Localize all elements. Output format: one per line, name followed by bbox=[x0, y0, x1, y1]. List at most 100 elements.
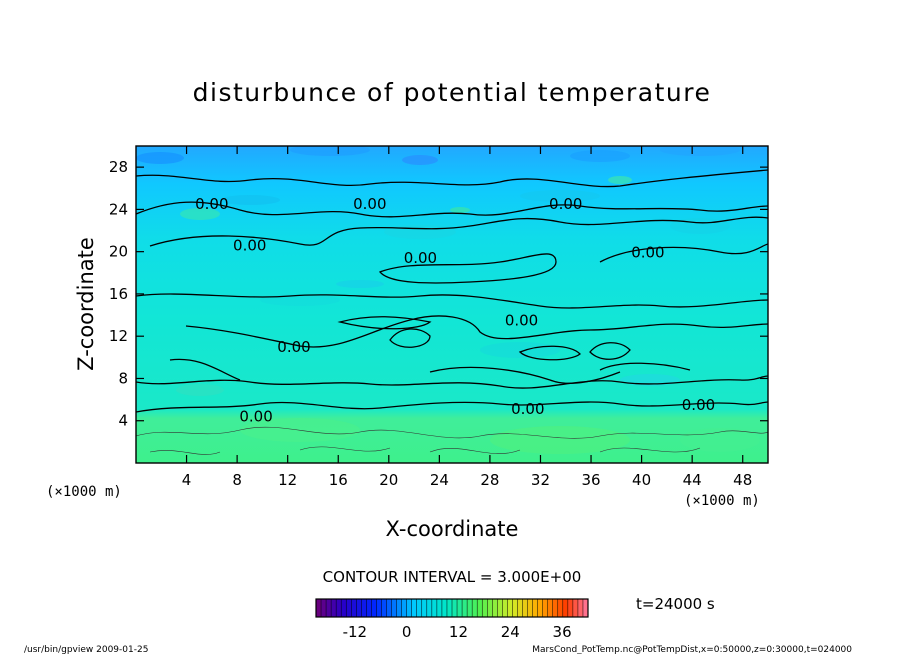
contour-line bbox=[589, 342, 631, 360]
contour-line bbox=[149, 216, 768, 247]
x-unit-right: (×1000 m) bbox=[684, 493, 760, 509]
y-tick-label: 12 bbox=[109, 327, 128, 345]
colorbar-cell bbox=[477, 599, 483, 617]
colorbar-cell bbox=[416, 599, 423, 617]
colorbar-cell bbox=[366, 599, 372, 617]
colorbar-cell bbox=[522, 599, 528, 617]
colorbar-cell bbox=[462, 599, 468, 617]
color-patch bbox=[336, 280, 384, 288]
colorbar-cell bbox=[326, 599, 332, 617]
colorbar-cell bbox=[386, 599, 392, 617]
contour-line bbox=[378, 253, 557, 284]
contour-line bbox=[389, 328, 431, 348]
x-tick-label: 40 bbox=[632, 471, 651, 489]
colorbar-frame bbox=[315, 598, 589, 618]
plot-area: 0.00 0.00 0.00 0.00 0.00 0.00 0.00 0.00 0.00 0.00… bbox=[136, 146, 768, 463]
contour-line bbox=[136, 401, 768, 413]
contour-label: 0.00 bbox=[682, 396, 715, 414]
x-tick-label: 20 bbox=[379, 471, 398, 489]
color-patch bbox=[384, 225, 456, 239]
colorbar-cell bbox=[406, 599, 413, 617]
colorbar-cell bbox=[497, 599, 503, 617]
color-patch bbox=[480, 342, 560, 358]
colorbar-cell bbox=[336, 599, 342, 617]
colorbar-cell bbox=[411, 599, 418, 617]
colorbar-cell bbox=[567, 599, 574, 617]
colorbar-cell bbox=[351, 599, 357, 617]
colorbar-cell bbox=[381, 599, 387, 617]
color-patch bbox=[660, 146, 740, 156]
color-patch bbox=[290, 146, 370, 156]
colorbar-cell bbox=[507, 599, 513, 617]
colorbar bbox=[315, 598, 589, 618]
color-patch bbox=[220, 195, 280, 205]
colorbar-cell bbox=[532, 599, 538, 617]
colorbar-cell bbox=[431, 599, 438, 617]
contour-line bbox=[429, 366, 621, 384]
footer-right: MarsCond_PotTemp.nc@PotTempDist,x=0:5000… bbox=[532, 645, 852, 654]
time-label: t=24000 s bbox=[636, 595, 715, 613]
color-patch bbox=[680, 428, 760, 452]
contour-line-minor bbox=[429, 448, 521, 454]
x-tick-label: 28 bbox=[480, 471, 499, 489]
colorbar-cell bbox=[492, 599, 498, 617]
colorbar-cell bbox=[552, 599, 559, 617]
colorbar-tick-label: 24 bbox=[501, 623, 520, 641]
x-tick-label: 48 bbox=[733, 471, 752, 489]
colorbar-cell bbox=[487, 599, 493, 617]
colorbar-cell bbox=[562, 599, 569, 617]
contour-lines bbox=[136, 169, 768, 455]
colorbar-cell bbox=[582, 599, 589, 617]
color-patch bbox=[402, 155, 438, 165]
colorbar-cell bbox=[482, 599, 488, 617]
color-patch bbox=[180, 208, 220, 220]
y-axis-label: Z-coordinate bbox=[74, 237, 98, 371]
color-patch bbox=[608, 176, 632, 184]
x-axis-label: X-coordinate bbox=[386, 517, 519, 541]
colorbar-cell bbox=[391, 599, 397, 617]
colorbar-cell bbox=[472, 599, 478, 617]
x-tick-label: 44 bbox=[683, 471, 702, 489]
colorbar-cell bbox=[517, 599, 523, 617]
contour-interval-label: CONTOUR INTERVAL = 3.000E+00 bbox=[323, 568, 582, 586]
color-patch bbox=[520, 190, 600, 202]
colorbar-cell bbox=[467, 599, 473, 617]
contour-label: 0.00 bbox=[353, 195, 386, 213]
contour-line bbox=[518, 345, 581, 361]
contour-line bbox=[185, 315, 768, 348]
color-patch bbox=[450, 207, 470, 213]
contour-label: 0.00 bbox=[195, 195, 228, 213]
colorbar-cell bbox=[537, 599, 543, 617]
y-tick-label: 28 bbox=[109, 158, 128, 176]
plot-frame bbox=[135, 145, 769, 464]
colorbar-cell bbox=[527, 599, 533, 617]
colorbar-cell bbox=[577, 599, 584, 617]
contour-label: 0.00 bbox=[505, 311, 538, 329]
color-patch bbox=[570, 150, 630, 162]
colorbar-cell bbox=[446, 599, 453, 617]
contour-label: 0.00 bbox=[239, 408, 272, 426]
y-tick-label: 8 bbox=[118, 369, 128, 387]
colorbar-cell bbox=[371, 599, 377, 617]
contour-label: 0.00 bbox=[549, 195, 582, 213]
contour-line bbox=[136, 169, 768, 188]
y-tick-label: 4 bbox=[118, 412, 128, 430]
colorbar-tick-label: -12 bbox=[343, 623, 368, 641]
color-patch bbox=[490, 426, 630, 454]
colorbar-cell bbox=[452, 599, 458, 617]
color-field bbox=[136, 146, 768, 463]
contour-label: 0.00 bbox=[404, 249, 437, 267]
colorbar-cell bbox=[421, 599, 428, 617]
contour-line-minor bbox=[136, 426, 768, 439]
colorbar-cell bbox=[346, 599, 352, 617]
chart-title: disturbunce of potential temperature bbox=[193, 78, 712, 107]
colorbar-cell bbox=[426, 599, 433, 617]
contour-label: 0.00 bbox=[277, 338, 310, 356]
colorbar-tick-label: 0 bbox=[402, 623, 412, 641]
colorbar-cell bbox=[401, 599, 407, 617]
contour-label: 0.00 bbox=[233, 236, 266, 254]
contour-label: 0.00 bbox=[511, 400, 544, 418]
colorbar-cell bbox=[557, 599, 564, 617]
x-tick-label: 16 bbox=[329, 471, 348, 489]
colorbar-cell bbox=[502, 599, 508, 617]
